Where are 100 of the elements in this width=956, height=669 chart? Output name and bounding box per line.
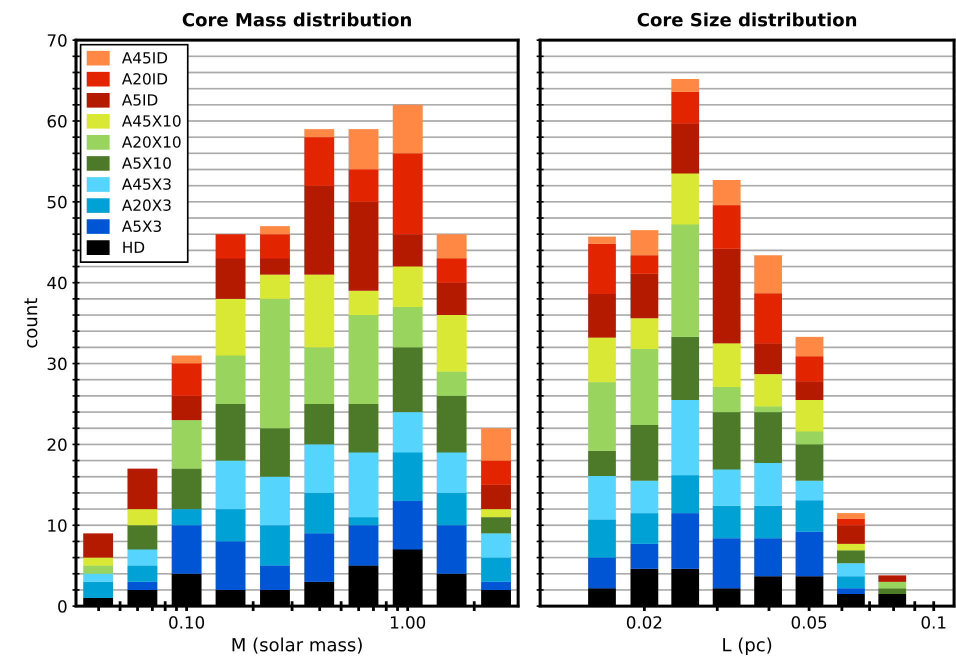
bar	[304, 129, 334, 138]
bar	[348, 404, 378, 452]
bar	[392, 347, 423, 412]
bar	[304, 444, 334, 493]
bar	[588, 236, 616, 244]
bar	[712, 343, 740, 387]
legend-label: A5ID	[122, 94, 158, 106]
bar	[392, 104, 423, 154]
bar	[671, 123, 700, 174]
bar	[754, 293, 782, 344]
bar	[83, 566, 114, 574]
x-tick-label: 0.1	[922, 616, 946, 629]
bar	[260, 226, 290, 234]
bar	[260, 258, 290, 275]
x-tick-label: 1.00	[390, 616, 426, 629]
bar	[671, 513, 700, 569]
bar	[630, 544, 658, 569]
bar	[481, 533, 511, 558]
bar	[348, 315, 378, 404]
bar	[392, 501, 423, 550]
bar	[630, 425, 658, 481]
bar	[392, 412, 423, 452]
bar	[436, 234, 467, 258]
bar	[796, 500, 824, 532]
bar	[216, 234, 246, 258]
bar	[436, 372, 467, 396]
bar	[392, 306, 423, 348]
x-axis-title: M (solar mass)	[232, 638, 362, 654]
x-tick-label: 0.05	[792, 616, 826, 629]
y-tick-label: 40	[47, 276, 67, 290]
bar	[172, 355, 202, 364]
bar	[83, 533, 114, 558]
bar	[172, 525, 202, 574]
bar	[436, 452, 467, 493]
bar	[630, 513, 658, 544]
bar	[837, 588, 865, 594]
bar	[754, 374, 782, 406]
legend-label: A5X3	[122, 220, 161, 232]
bar	[878, 575, 906, 582]
bar	[304, 492, 334, 534]
bar	[348, 202, 378, 291]
bar	[304, 274, 334, 348]
bar	[481, 582, 511, 590]
bar	[172, 420, 202, 469]
bar	[796, 480, 824, 500]
bar	[348, 525, 378, 566]
chart-title: Core Size distribution	[638, 12, 856, 27]
x-tick-label: 0.10	[169, 616, 204, 629]
legend-label: A20X10	[122, 136, 181, 148]
bar	[796, 356, 824, 382]
bar	[630, 255, 658, 274]
bar	[754, 538, 782, 576]
bar	[671, 174, 700, 224]
bar	[392, 452, 423, 502]
bar	[837, 513, 865, 519]
bar	[712, 387, 740, 412]
y-tick-label: 10	[48, 519, 67, 532]
bar	[348, 170, 378, 202]
bar	[436, 282, 467, 316]
bar	[878, 582, 906, 588]
bar	[216, 541, 246, 590]
bar	[588, 294, 616, 338]
bar	[588, 558, 616, 588]
bar	[712, 248, 740, 344]
y-tick-label: 70	[48, 34, 67, 47]
bar	[260, 274, 290, 299]
legend-label: A20ID	[122, 73, 168, 85]
bar	[837, 544, 865, 550]
y-tick-label: 30	[48, 358, 67, 370]
bar	[712, 506, 740, 538]
bar	[796, 532, 824, 576]
bar	[712, 538, 740, 588]
bar	[671, 400, 700, 476]
bar	[127, 468, 158, 510]
bar	[216, 355, 246, 404]
bar	[348, 452, 378, 518]
bar	[588, 520, 616, 558]
bar	[216, 509, 246, 542]
bar	[796, 381, 824, 400]
bar	[712, 412, 740, 470]
bar	[712, 180, 740, 206]
bar	[481, 428, 511, 461]
bar	[436, 492, 467, 526]
bar	[796, 431, 824, 444]
bar	[588, 476, 616, 520]
x-axis-title: L (pc)	[723, 638, 772, 655]
bar	[630, 274, 658, 318]
chart-title: Core Mass distribution	[182, 12, 411, 27]
bar	[630, 349, 658, 425]
legend-label: A45X10	[122, 115, 181, 127]
bar	[754, 406, 782, 412]
bar	[796, 444, 824, 481]
bar	[260, 525, 290, 566]
bar	[837, 550, 865, 564]
y-axis-title: count	[24, 298, 38, 348]
bar	[216, 298, 246, 356]
y-tick-label: 60	[48, 114, 67, 128]
bar	[630, 480, 658, 514]
legend-label: A5X10	[122, 157, 171, 169]
y-tick-label: 20	[48, 438, 67, 451]
